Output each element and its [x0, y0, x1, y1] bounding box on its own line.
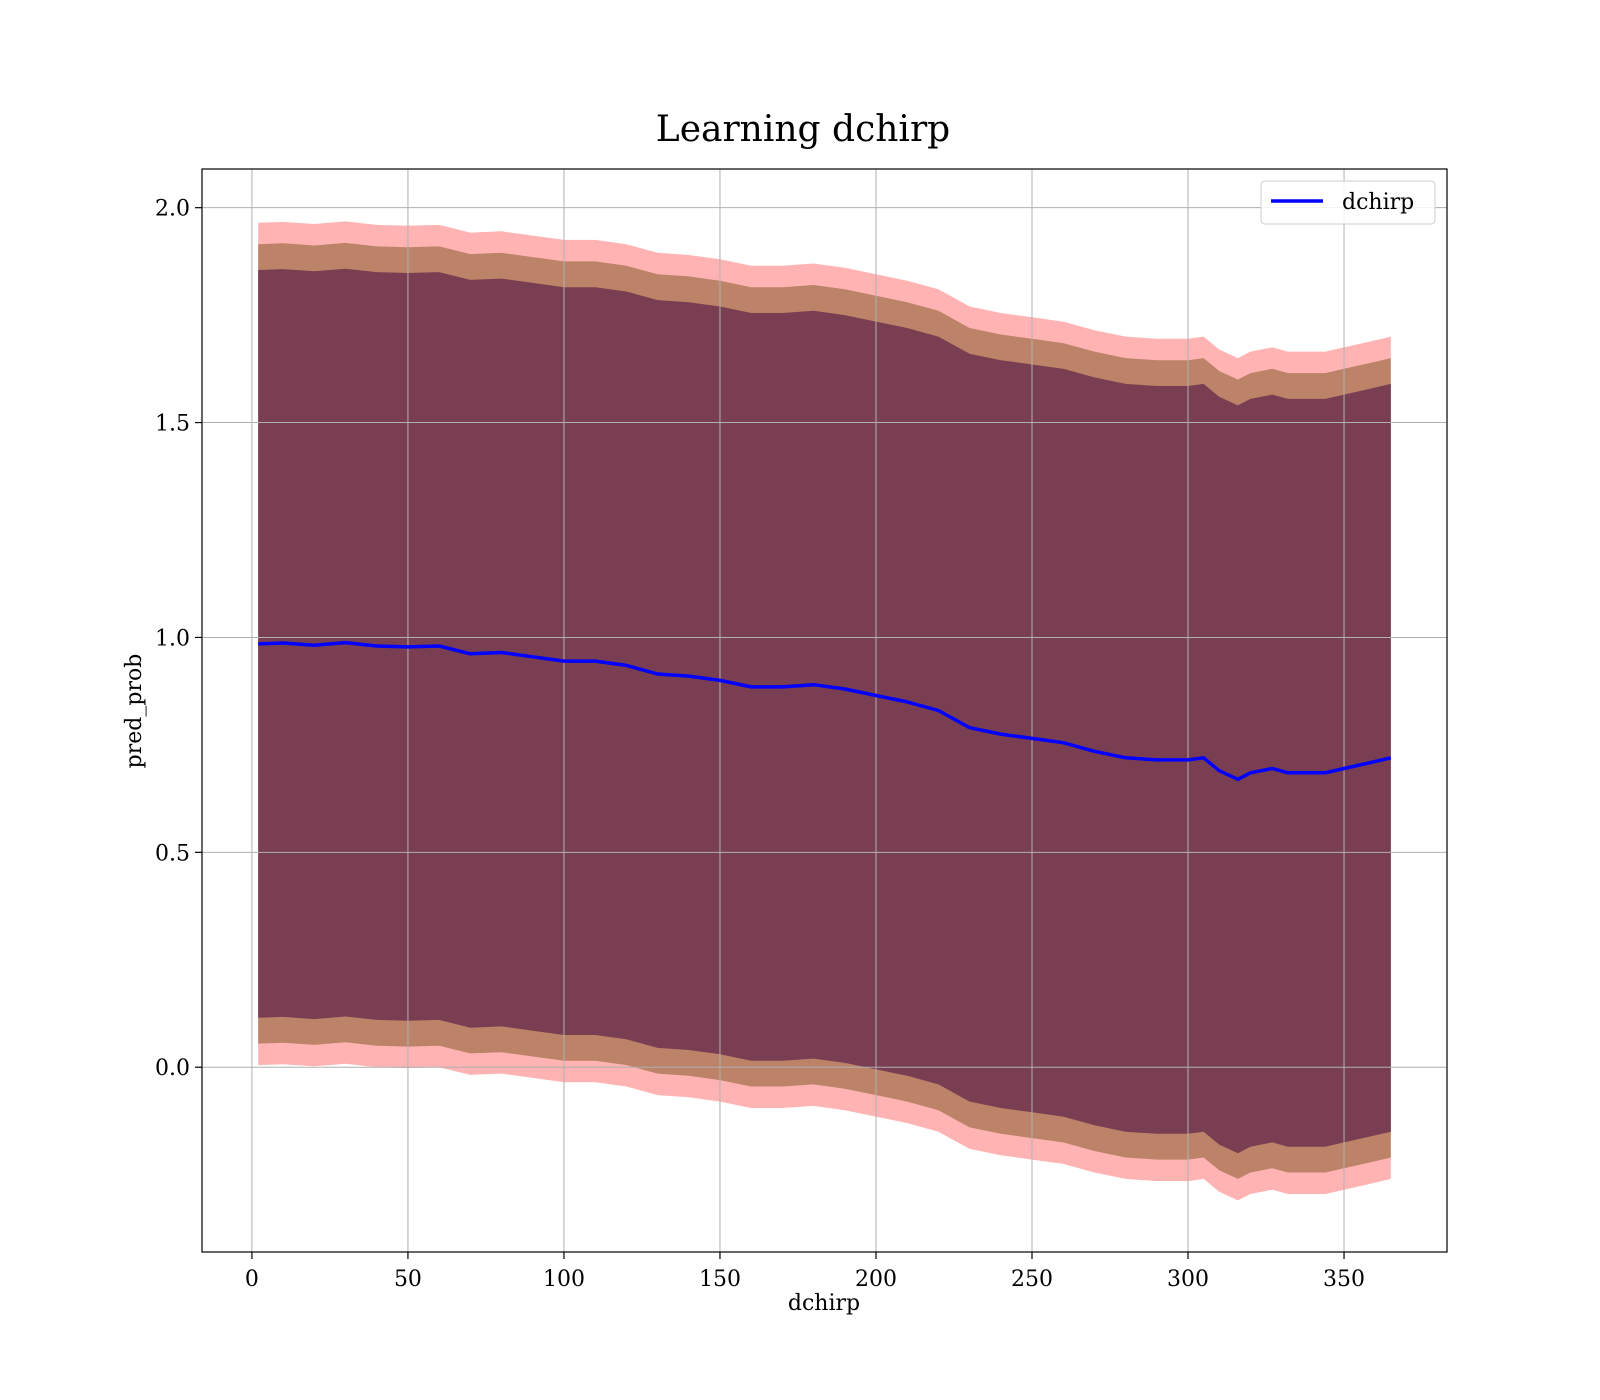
x-axis-label: dchirp [788, 1291, 860, 1316]
confidence-band-2 [258, 268, 1391, 1154]
confidence-bands [258, 221, 1391, 1201]
x-tick-label-0: 0 [245, 1267, 259, 1292]
chart-title: Learning dchirp [656, 109, 950, 150]
legend-box [1260, 180, 1436, 225]
x-tick-label-1: 50 [394, 1267, 422, 1292]
plot-area [201, 168, 1448, 1253]
series-line-dchirp [258, 640, 1392, 782]
plot-frame [201, 168, 1448, 1253]
y-tick-label-2: 1.0 [155, 626, 190, 651]
x-tick-label-3: 150 [699, 1267, 741, 1292]
y-axis-label: pred_prob [122, 654, 147, 769]
x-tick-label-6: 300 [1167, 1267, 1209, 1292]
y-tick-label-4: 2.0 [155, 197, 190, 222]
series-lines [258, 640, 1392, 782]
y-axis-ticks: 0.0 0.5 1.0 1.5 2.0 [155, 197, 202, 1081]
legend-label: dchirp [1342, 190, 1414, 215]
y-tick-label-3: 1.5 [155, 412, 190, 437]
x-tick-label-5: 250 [1011, 1267, 1053, 1292]
x-axis-ticks: 0 50 100 150 200 250 300 350 [245, 1252, 1365, 1292]
y-tick-label-1: 0.5 [155, 841, 190, 866]
x-tick-label-4: 200 [855, 1267, 897, 1292]
y-tick-label-0: 0.0 [155, 1056, 190, 1081]
x-tick-label-2: 100 [543, 1267, 585, 1292]
x-tick-label-7: 350 [1323, 1267, 1365, 1292]
grid [202, 169, 1447, 1252]
legend: dchirp [1260, 180, 1436, 225]
